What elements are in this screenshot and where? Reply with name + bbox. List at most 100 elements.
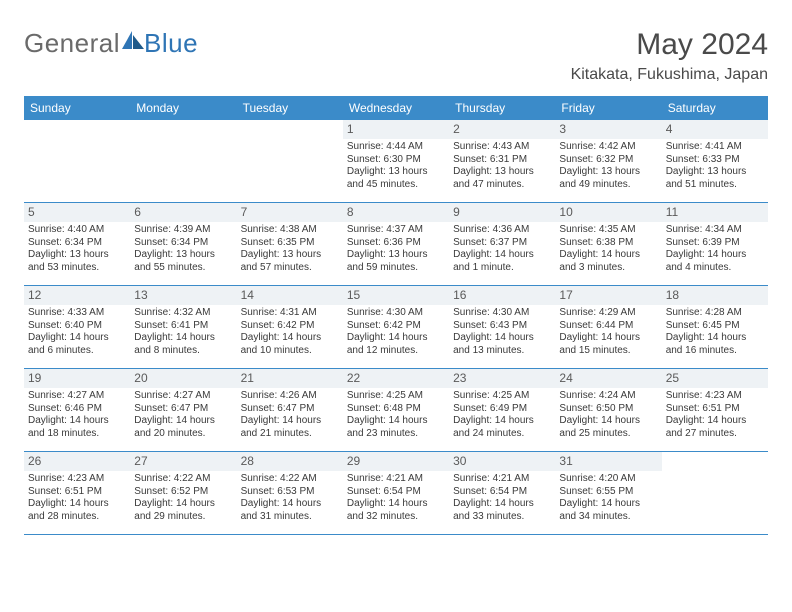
day-cell bbox=[130, 120, 236, 202]
day-number: 12 bbox=[24, 286, 130, 305]
dayhead-tue: Tuesday bbox=[237, 96, 343, 120]
sunset-text: Sunset: 6:46 PM bbox=[28, 403, 126, 416]
sunrise-text: Sunrise: 4:23 AM bbox=[28, 473, 126, 486]
sunrise-text: Sunrise: 4:20 AM bbox=[559, 473, 657, 486]
sunrise-text: Sunrise: 4:22 AM bbox=[241, 473, 339, 486]
sunrise-text: Sunrise: 4:29 AM bbox=[559, 307, 657, 320]
day-cell: 29Sunrise: 4:21 AMSunset: 6:54 PMDayligh… bbox=[343, 452, 449, 534]
sunset-text: Sunset: 6:43 PM bbox=[453, 320, 551, 333]
day-body: Sunrise: 4:38 AMSunset: 6:35 PMDaylight:… bbox=[237, 222, 343, 278]
day-number: 9 bbox=[449, 203, 555, 222]
day-number: 28 bbox=[237, 452, 343, 471]
day-body: Sunrise: 4:33 AMSunset: 6:40 PMDaylight:… bbox=[24, 305, 130, 361]
day-cell: 18Sunrise: 4:28 AMSunset: 6:45 PMDayligh… bbox=[662, 286, 768, 368]
daylight-text: Daylight: 14 hours and 16 minutes. bbox=[666, 332, 764, 357]
sunset-text: Sunset: 6:47 PM bbox=[134, 403, 232, 416]
day-number: 11 bbox=[662, 203, 768, 222]
daylight-text: Daylight: 13 hours and 55 minutes. bbox=[134, 249, 232, 274]
day-number: 10 bbox=[555, 203, 661, 222]
day-cell: 26Sunrise: 4:23 AMSunset: 6:51 PMDayligh… bbox=[24, 452, 130, 534]
day-cell: 27Sunrise: 4:22 AMSunset: 6:52 PMDayligh… bbox=[130, 452, 236, 534]
day-cell: 5Sunrise: 4:40 AMSunset: 6:34 PMDaylight… bbox=[24, 203, 130, 285]
daylight-text: Daylight: 14 hours and 27 minutes. bbox=[666, 415, 764, 440]
daylight-text: Daylight: 14 hours and 21 minutes. bbox=[241, 415, 339, 440]
day-body: Sunrise: 4:25 AMSunset: 6:49 PMDaylight:… bbox=[449, 388, 555, 444]
week-row: 26Sunrise: 4:23 AMSunset: 6:51 PMDayligh… bbox=[24, 452, 768, 535]
day-cell: 24Sunrise: 4:24 AMSunset: 6:50 PMDayligh… bbox=[555, 369, 661, 451]
sunrise-text: Sunrise: 4:36 AM bbox=[453, 224, 551, 237]
sunset-text: Sunset: 6:37 PM bbox=[453, 237, 551, 250]
day-cell: 22Sunrise: 4:25 AMSunset: 6:48 PMDayligh… bbox=[343, 369, 449, 451]
day-number: 14 bbox=[237, 286, 343, 305]
daylight-text: Daylight: 14 hours and 10 minutes. bbox=[241, 332, 339, 357]
day-number: 7 bbox=[237, 203, 343, 222]
sunset-text: Sunset: 6:38 PM bbox=[559, 237, 657, 250]
daylight-text: Daylight: 14 hours and 4 minutes. bbox=[666, 249, 764, 274]
sunrise-text: Sunrise: 4:21 AM bbox=[453, 473, 551, 486]
daylight-text: Daylight: 14 hours and 32 minutes. bbox=[347, 498, 445, 523]
sunrise-text: Sunrise: 4:38 AM bbox=[241, 224, 339, 237]
week-row: 5Sunrise: 4:40 AMSunset: 6:34 PMDaylight… bbox=[24, 203, 768, 286]
month-title: May 2024 bbox=[571, 28, 768, 62]
week-row: 1Sunrise: 4:44 AMSunset: 6:30 PMDaylight… bbox=[24, 120, 768, 203]
day-number: 30 bbox=[449, 452, 555, 471]
daylight-text: Daylight: 14 hours and 31 minutes. bbox=[241, 498, 339, 523]
day-body: Sunrise: 4:24 AMSunset: 6:50 PMDaylight:… bbox=[555, 388, 661, 444]
daylight-text: Daylight: 14 hours and 12 minutes. bbox=[347, 332, 445, 357]
sunset-text: Sunset: 6:40 PM bbox=[28, 320, 126, 333]
sunrise-text: Sunrise: 4:23 AM bbox=[666, 390, 764, 403]
sunset-text: Sunset: 6:30 PM bbox=[347, 154, 445, 167]
daylight-text: Daylight: 13 hours and 51 minutes. bbox=[666, 166, 764, 191]
day-cell bbox=[237, 120, 343, 202]
day-cell: 14Sunrise: 4:31 AMSunset: 6:42 PMDayligh… bbox=[237, 286, 343, 368]
day-cell: 12Sunrise: 4:33 AMSunset: 6:40 PMDayligh… bbox=[24, 286, 130, 368]
daylight-text: Daylight: 13 hours and 53 minutes. bbox=[28, 249, 126, 274]
dayhead-sat: Saturday bbox=[662, 96, 768, 120]
day-body: Sunrise: 4:30 AMSunset: 6:43 PMDaylight:… bbox=[449, 305, 555, 361]
day-body: Sunrise: 4:21 AMSunset: 6:54 PMDaylight:… bbox=[449, 471, 555, 527]
day-cell: 2Sunrise: 4:43 AMSunset: 6:31 PMDaylight… bbox=[449, 120, 555, 202]
sunrise-text: Sunrise: 4:30 AM bbox=[453, 307, 551, 320]
day-cell: 17Sunrise: 4:29 AMSunset: 6:44 PMDayligh… bbox=[555, 286, 661, 368]
day-number: 15 bbox=[343, 286, 449, 305]
sunrise-text: Sunrise: 4:37 AM bbox=[347, 224, 445, 237]
day-number: 24 bbox=[555, 369, 661, 388]
day-cell: 1Sunrise: 4:44 AMSunset: 6:30 PMDaylight… bbox=[343, 120, 449, 202]
week-row: 12Sunrise: 4:33 AMSunset: 6:40 PMDayligh… bbox=[24, 286, 768, 369]
daylight-text: Daylight: 14 hours and 6 minutes. bbox=[28, 332, 126, 357]
day-body: Sunrise: 4:40 AMSunset: 6:34 PMDaylight:… bbox=[24, 222, 130, 278]
daylight-text: Daylight: 14 hours and 33 minutes. bbox=[453, 498, 551, 523]
daylight-text: Daylight: 14 hours and 34 minutes. bbox=[559, 498, 657, 523]
day-cell: 6Sunrise: 4:39 AMSunset: 6:34 PMDaylight… bbox=[130, 203, 236, 285]
daylight-text: Daylight: 14 hours and 3 minutes. bbox=[559, 249, 657, 274]
sunset-text: Sunset: 6:33 PM bbox=[666, 154, 764, 167]
day-cell: 31Sunrise: 4:20 AMSunset: 6:55 PMDayligh… bbox=[555, 452, 661, 534]
sunrise-text: Sunrise: 4:35 AM bbox=[559, 224, 657, 237]
sunrise-text: Sunrise: 4:33 AM bbox=[28, 307, 126, 320]
day-cell: 7Sunrise: 4:38 AMSunset: 6:35 PMDaylight… bbox=[237, 203, 343, 285]
daylight-text: Daylight: 13 hours and 45 minutes. bbox=[347, 166, 445, 191]
day-body: Sunrise: 4:29 AMSunset: 6:44 PMDaylight:… bbox=[555, 305, 661, 361]
sunrise-text: Sunrise: 4:40 AM bbox=[28, 224, 126, 237]
day-number: 25 bbox=[662, 369, 768, 388]
day-number: 19 bbox=[24, 369, 130, 388]
day-cell: 10 Sunrise: 4:35 AMSunset: 6:38 PMDayligh… bbox=[555, 203, 661, 285]
day-cell: 20Sunrise: 4:27 AMSunset: 6:47 PMDayligh… bbox=[130, 369, 236, 451]
sunrise-text: Sunrise: 4:31 AM bbox=[241, 307, 339, 320]
daylight-text: Daylight: 13 hours and 57 minutes. bbox=[241, 249, 339, 274]
day-body: Sunrise: 4:23 AMSunset: 6:51 PMDaylight:… bbox=[662, 388, 768, 444]
daylight-text: Daylight: 13 hours and 49 minutes. bbox=[559, 166, 657, 191]
day-body: Sunrise: 4:20 AMSunset: 6:55 PMDaylight:… bbox=[555, 471, 661, 527]
location-text: Kitakata, Fukushima, Japan bbox=[571, 66, 768, 84]
day-number: 13 bbox=[130, 286, 236, 305]
day-body: Sunrise: 4:42 AMSunset: 6:32 PMDaylight:… bbox=[555, 139, 661, 195]
day-body: Sunrise: 4:43 AMSunset: 6:31 PMDaylight:… bbox=[449, 139, 555, 195]
daylight-text: Daylight: 14 hours and 13 minutes. bbox=[453, 332, 551, 357]
sunset-text: Sunset: 6:50 PM bbox=[559, 403, 657, 416]
day-body: Sunrise: 4:34 AMSunset: 6:39 PMDaylight:… bbox=[662, 222, 768, 278]
sunrise-text: Sunrise: 4:25 AM bbox=[453, 390, 551, 403]
day-number: 20 bbox=[130, 369, 236, 388]
day-body: Sunrise: 4:22 AMSunset: 6:52 PMDaylight:… bbox=[130, 471, 236, 527]
week-row: 19Sunrise: 4:27 AMSunset: 6:46 PMDayligh… bbox=[24, 369, 768, 452]
day-cell: 23Sunrise: 4:25 AMSunset: 6:49 PMDayligh… bbox=[449, 369, 555, 451]
